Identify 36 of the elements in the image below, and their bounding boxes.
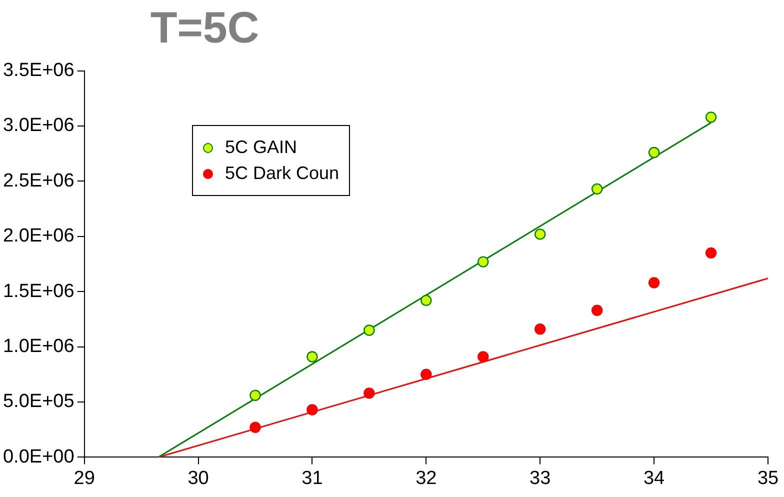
point — [420, 294, 432, 306]
point — [648, 277, 660, 288]
x-tick-label: 33 — [530, 468, 551, 489]
point — [591, 304, 603, 316]
point — [364, 388, 375, 399]
y-tick-label: 0.0E+00 — [2, 446, 74, 468]
y-tick-label: 5.0E+05 — [2, 391, 74, 412]
point — [534, 324, 546, 335]
point — [534, 228, 546, 240]
point — [648, 146, 660, 158]
x-tick-label: 29 — [74, 468, 95, 489]
x-tick-label: 32 — [416, 468, 437, 489]
point — [478, 256, 489, 268]
point — [420, 368, 432, 380]
point — [306, 404, 318, 416]
y-tick-label: 3.0E+06 — [2, 115, 74, 136]
point — [306, 351, 318, 362]
point — [250, 422, 261, 433]
point — [705, 112, 717, 123]
legend-label: 5C Dark Coun — [225, 163, 340, 184]
x-tick-label: 34 — [643, 468, 666, 489]
point — [364, 324, 375, 336]
point — [705, 247, 717, 259]
x-tick-label: 31 — [302, 468, 323, 489]
point — [591, 183, 603, 195]
point — [478, 351, 489, 362]
y-tick-label: 3.5E+06 — [2, 60, 74, 82]
y-tick-label: 1.5E+06 — [2, 280, 74, 302]
legend-label: 5C GAIN — [225, 137, 298, 158]
chart-title: T=5C — [150, 4, 260, 53]
y-tick-label: 2.5E+06 — [2, 170, 74, 192]
y-tick-label: 1.0E+06 — [2, 336, 74, 358]
point — [250, 390, 261, 401]
x-tick-label: 35 — [757, 468, 779, 489]
x-tick-label: 30 — [188, 468, 209, 489]
y-tick-label: 2.0E+06 — [2, 226, 74, 247]
